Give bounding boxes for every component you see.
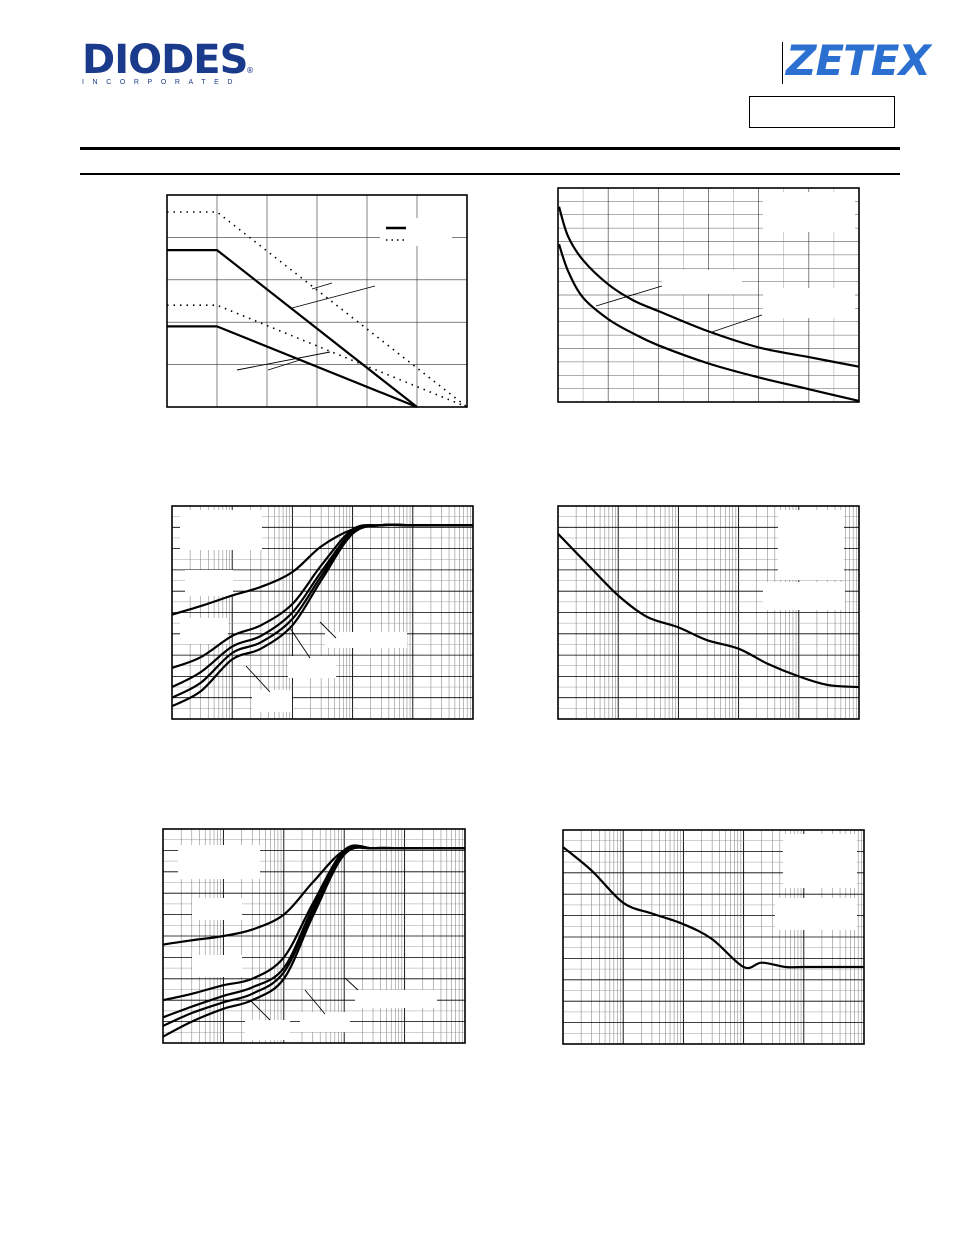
leader-line	[291, 285, 376, 309]
leader-line	[319, 621, 337, 639]
series-line-1	[167, 249, 418, 408]
chart-gain-2-plot	[162, 828, 466, 1044]
annotation-box	[778, 510, 844, 580]
series-line-5	[171, 523, 473, 708]
annotation-box	[763, 192, 855, 232]
series-line-3	[167, 211, 468, 408]
plot-frame	[162, 828, 466, 1044]
diodes-logo: DIODES INCORPORATED ®	[82, 40, 257, 90]
plot-frame	[557, 187, 860, 403]
leader-line	[236, 351, 331, 371]
leader-line	[311, 282, 333, 290]
leader-line	[344, 977, 359, 991]
annotation-box	[763, 582, 845, 610]
leader-line	[267, 359, 301, 371]
series-line-5	[162, 846, 465, 1038]
annotation-box	[775, 898, 857, 930]
leader-line	[249, 999, 271, 1021]
chart-derating-plot	[166, 194, 468, 408]
chart-decay-2-plot	[562, 829, 865, 1045]
legend-box	[380, 218, 452, 246]
leader-line	[711, 314, 763, 333]
diodes-logo-subtext: INCORPORATED	[82, 79, 242, 86]
annotation-box	[192, 955, 242, 977]
chart-gain-2	[162, 828, 466, 1044]
chart-decay-1-plot	[557, 505, 860, 720]
annotation-box	[185, 570, 233, 596]
leader-line	[289, 627, 311, 659]
leader-line	[245, 665, 271, 693]
annotation-box	[245, 1020, 290, 1040]
chart-gain-1	[171, 505, 474, 720]
zetex-divider	[782, 42, 783, 84]
diodes-logo-text: DIODES	[82, 37, 248, 83]
header-rule-bottom	[80, 173, 900, 175]
header-rule-top	[80, 147, 900, 150]
annotation-box	[300, 1012, 350, 1032]
plot-frame	[562, 829, 865, 1045]
annotation-box	[325, 632, 407, 648]
chart-transient	[557, 187, 860, 403]
series-line-1	[557, 206, 860, 368]
chart-transient-plot	[557, 187, 860, 403]
series-line-2	[557, 243, 860, 402]
chart-derating	[166, 194, 468, 408]
annotation-box	[783, 834, 857, 888]
annotation-box	[192, 898, 242, 920]
series-line-1	[557, 532, 860, 689]
plot-frame	[171, 505, 474, 720]
plot-frame	[557, 505, 860, 720]
grid	[167, 195, 467, 407]
annotation-box	[252, 690, 292, 712]
leader-line	[595, 285, 663, 307]
plot-frame	[166, 194, 468, 408]
registered-mark: ®	[246, 66, 254, 75]
zetex-logo: ZETEX	[786, 36, 931, 85]
series-line-2	[167, 325, 418, 408]
annotation-box	[763, 288, 855, 318]
chart-decay-1	[557, 505, 860, 720]
series-line-1	[562, 846, 864, 970]
part-number-box	[749, 96, 895, 128]
chart-gain-1-plot	[171, 505, 474, 720]
annotation-box	[288, 656, 336, 678]
annotation-box	[180, 618, 228, 644]
annotation-box	[355, 990, 437, 1008]
annotation-box	[662, 270, 742, 294]
annotation-box	[180, 510, 262, 550]
annotation-box	[178, 845, 260, 879]
leader-line	[304, 989, 326, 1015]
chart-decay-2	[562, 829, 865, 1045]
